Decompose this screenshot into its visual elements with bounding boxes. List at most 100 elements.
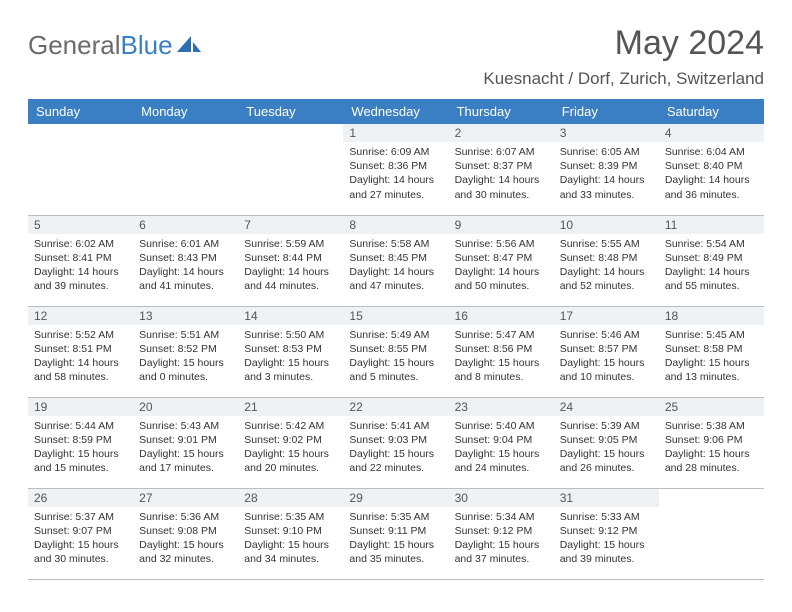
day-number: 23 bbox=[449, 398, 554, 416]
sunset-text: Sunset: 8:55 PM bbox=[349, 342, 442, 356]
day-data: Sunrise: 5:56 AMSunset: 8:47 PMDaylight:… bbox=[449, 234, 554, 294]
sunrise-text: Sunrise: 5:50 AM bbox=[244, 328, 337, 342]
sunrise-text: Sunrise: 5:58 AM bbox=[349, 237, 442, 251]
day-data: Sunrise: 5:43 AMSunset: 9:01 PMDaylight:… bbox=[133, 416, 238, 476]
day-number: 3 bbox=[554, 124, 659, 142]
day-number: 5 bbox=[28, 216, 133, 234]
calendar-cell: 14Sunrise: 5:50 AMSunset: 8:53 PMDayligh… bbox=[238, 306, 343, 397]
sunrise-text: Sunrise: 5:54 AM bbox=[665, 237, 758, 251]
sunset-text: Sunset: 8:36 PM bbox=[349, 159, 442, 173]
daylight-text-2: and 5 minutes. bbox=[349, 370, 442, 384]
calendar-cell: 17Sunrise: 5:46 AMSunset: 8:57 PMDayligh… bbox=[554, 306, 659, 397]
calendar-cell: 15Sunrise: 5:49 AMSunset: 8:55 PMDayligh… bbox=[343, 306, 448, 397]
day-data: Sunrise: 5:55 AMSunset: 8:48 PMDaylight:… bbox=[554, 234, 659, 294]
day-number: 13 bbox=[133, 307, 238, 325]
daylight-text-1: Daylight: 15 hours bbox=[560, 447, 653, 461]
day-data: Sunrise: 5:38 AMSunset: 9:06 PMDaylight:… bbox=[659, 416, 764, 476]
calendar-cell: 20Sunrise: 5:43 AMSunset: 9:01 PMDayligh… bbox=[133, 397, 238, 488]
calendar-head: SundayMondayTuesdayWednesdayThursdayFrid… bbox=[28, 99, 764, 124]
daylight-text-1: Daylight: 15 hours bbox=[34, 538, 127, 552]
daylight-text-1: Daylight: 14 hours bbox=[665, 265, 758, 279]
day-number: 27 bbox=[133, 489, 238, 507]
daylight-text-2: and 32 minutes. bbox=[139, 552, 232, 566]
sunset-text: Sunset: 8:48 PM bbox=[560, 251, 653, 265]
sunset-text: Sunset: 8:37 PM bbox=[455, 159, 548, 173]
day-number: 14 bbox=[238, 307, 343, 325]
day-header: Friday bbox=[554, 99, 659, 124]
sunrise-text: Sunrise: 5:47 AM bbox=[455, 328, 548, 342]
day-data: Sunrise: 5:35 AMSunset: 9:10 PMDaylight:… bbox=[238, 507, 343, 567]
day-data: Sunrise: 5:50 AMSunset: 8:53 PMDaylight:… bbox=[238, 325, 343, 385]
sunset-text: Sunset: 8:57 PM bbox=[560, 342, 653, 356]
calendar-cell: 1Sunrise: 6:09 AMSunset: 8:36 PMDaylight… bbox=[343, 124, 448, 215]
calendar-cell: 13Sunrise: 5:51 AMSunset: 8:52 PMDayligh… bbox=[133, 306, 238, 397]
calendar-cell: 2Sunrise: 6:07 AMSunset: 8:37 PMDaylight… bbox=[449, 124, 554, 215]
daylight-text-2: and 13 minutes. bbox=[665, 370, 758, 384]
sunrise-text: Sunrise: 5:51 AM bbox=[139, 328, 232, 342]
calendar-cell: 11Sunrise: 5:54 AMSunset: 8:49 PMDayligh… bbox=[659, 215, 764, 306]
day-number: 29 bbox=[343, 489, 448, 507]
sunset-text: Sunset: 9:12 PM bbox=[455, 524, 548, 538]
calendar-cell: 26Sunrise: 5:37 AMSunset: 9:07 PMDayligh… bbox=[28, 488, 133, 579]
daylight-text-2: and 35 minutes. bbox=[349, 552, 442, 566]
sunrise-text: Sunrise: 5:39 AM bbox=[560, 419, 653, 433]
day-data: Sunrise: 5:39 AMSunset: 9:05 PMDaylight:… bbox=[554, 416, 659, 476]
sunset-text: Sunset: 8:49 PM bbox=[665, 251, 758, 265]
sunrise-text: Sunrise: 6:09 AM bbox=[349, 145, 442, 159]
calendar-cell: 28Sunrise: 5:35 AMSunset: 9:10 PMDayligh… bbox=[238, 488, 343, 579]
day-number: 10 bbox=[554, 216, 659, 234]
daylight-text-1: Daylight: 15 hours bbox=[455, 356, 548, 370]
daylight-text-1: Daylight: 14 hours bbox=[560, 173, 653, 187]
calendar-cell: 21Sunrise: 5:42 AMSunset: 9:02 PMDayligh… bbox=[238, 397, 343, 488]
sunrise-text: Sunrise: 6:04 AM bbox=[665, 145, 758, 159]
day-header: Thursday bbox=[449, 99, 554, 124]
sunset-text: Sunset: 9:05 PM bbox=[560, 433, 653, 447]
logo-text-gray: General bbox=[28, 30, 121, 61]
calendar-week-row: 12Sunrise: 5:52 AMSunset: 8:51 PMDayligh… bbox=[28, 306, 764, 397]
daylight-text-2: and 20 minutes. bbox=[244, 461, 337, 475]
daylight-text-1: Daylight: 15 hours bbox=[665, 447, 758, 461]
day-data: Sunrise: 6:02 AMSunset: 8:41 PMDaylight:… bbox=[28, 234, 133, 294]
day-data: Sunrise: 5:59 AMSunset: 8:44 PMDaylight:… bbox=[238, 234, 343, 294]
day-number: 4 bbox=[659, 124, 764, 142]
sunrise-text: Sunrise: 5:41 AM bbox=[349, 419, 442, 433]
sunrise-text: Sunrise: 5:43 AM bbox=[139, 419, 232, 433]
day-number: 22 bbox=[343, 398, 448, 416]
sunset-text: Sunset: 8:45 PM bbox=[349, 251, 442, 265]
day-number: 12 bbox=[28, 307, 133, 325]
sunrise-text: Sunrise: 5:37 AM bbox=[34, 510, 127, 524]
daylight-text-2: and 47 minutes. bbox=[349, 279, 442, 293]
sunrise-text: Sunrise: 6:05 AM bbox=[560, 145, 653, 159]
sunset-text: Sunset: 8:44 PM bbox=[244, 251, 337, 265]
sunrise-text: Sunrise: 5:52 AM bbox=[34, 328, 127, 342]
daylight-text-2: and 30 minutes. bbox=[34, 552, 127, 566]
sunrise-text: Sunrise: 5:49 AM bbox=[349, 328, 442, 342]
daylight-text-2: and 58 minutes. bbox=[34, 370, 127, 384]
sunset-text: Sunset: 9:10 PM bbox=[244, 524, 337, 538]
day-number: 8 bbox=[343, 216, 448, 234]
sunrise-text: Sunrise: 5:34 AM bbox=[455, 510, 548, 524]
day-data: Sunrise: 5:45 AMSunset: 8:58 PMDaylight:… bbox=[659, 325, 764, 385]
calendar-cell: 16Sunrise: 5:47 AMSunset: 8:56 PMDayligh… bbox=[449, 306, 554, 397]
daylight-text-1: Daylight: 14 hours bbox=[139, 265, 232, 279]
sunrise-text: Sunrise: 5:35 AM bbox=[349, 510, 442, 524]
calendar-cell: 4Sunrise: 6:04 AMSunset: 8:40 PMDaylight… bbox=[659, 124, 764, 215]
calendar-cell: 9Sunrise: 5:56 AMSunset: 8:47 PMDaylight… bbox=[449, 215, 554, 306]
day-data: Sunrise: 6:09 AMSunset: 8:36 PMDaylight:… bbox=[343, 142, 448, 202]
daylight-text-2: and 30 minutes. bbox=[455, 188, 548, 202]
calendar-cell: 5Sunrise: 6:02 AMSunset: 8:41 PMDaylight… bbox=[28, 215, 133, 306]
calendar-cell: 6Sunrise: 6:01 AMSunset: 8:43 PMDaylight… bbox=[133, 215, 238, 306]
sunrise-text: Sunrise: 5:42 AM bbox=[244, 419, 337, 433]
calendar-week-row: 26Sunrise: 5:37 AMSunset: 9:07 PMDayligh… bbox=[28, 488, 764, 579]
daylight-text-2: and 8 minutes. bbox=[455, 370, 548, 384]
daylight-text-2: and 39 minutes. bbox=[560, 552, 653, 566]
sunset-text: Sunset: 9:01 PM bbox=[139, 433, 232, 447]
day-header: Sunday bbox=[28, 99, 133, 124]
daylight-text-1: Daylight: 14 hours bbox=[34, 265, 127, 279]
daylight-text-2: and 37 minutes. bbox=[455, 552, 548, 566]
day-number: 20 bbox=[133, 398, 238, 416]
day-data: Sunrise: 5:52 AMSunset: 8:51 PMDaylight:… bbox=[28, 325, 133, 385]
daylight-text-1: Daylight: 15 hours bbox=[34, 447, 127, 461]
sunrise-text: Sunrise: 5:55 AM bbox=[560, 237, 653, 251]
sunset-text: Sunset: 9:07 PM bbox=[34, 524, 127, 538]
